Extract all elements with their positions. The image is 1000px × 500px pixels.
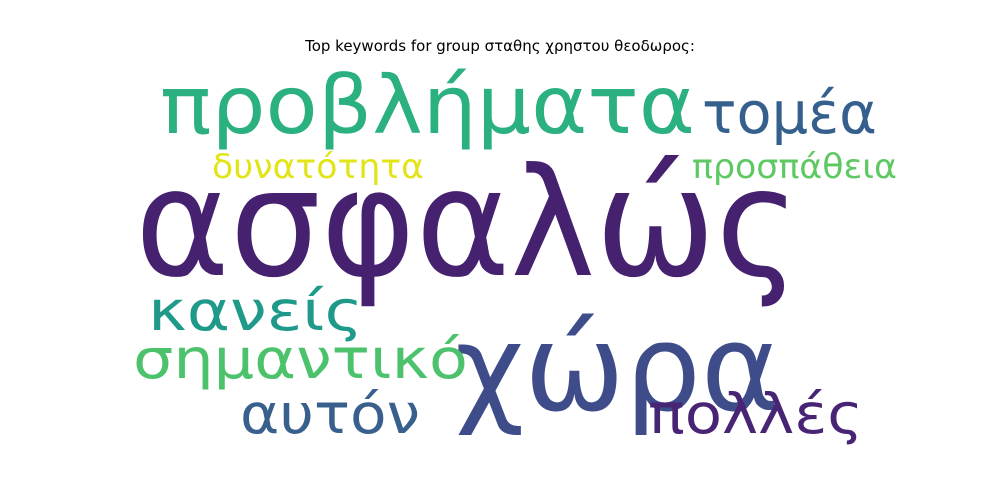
word-5: κανείς bbox=[148, 279, 363, 343]
word-7: πολλές bbox=[648, 382, 863, 446]
word-9: δυνατότητα bbox=[212, 147, 424, 187]
word-6: αυτόν bbox=[240, 382, 420, 446]
word-2: χώρα bbox=[455, 300, 780, 439]
word-8: τομέα bbox=[702, 79, 877, 147]
word-1: ασφαλώς bbox=[135, 137, 800, 311]
word-10: προσπάθεια bbox=[692, 147, 897, 187]
chart-title: Top keywords for group σταθης χρηστου θε… bbox=[305, 37, 695, 55]
word-4: σημαντικό bbox=[133, 327, 468, 391]
word-3: προβλήματα bbox=[160, 59, 695, 152]
